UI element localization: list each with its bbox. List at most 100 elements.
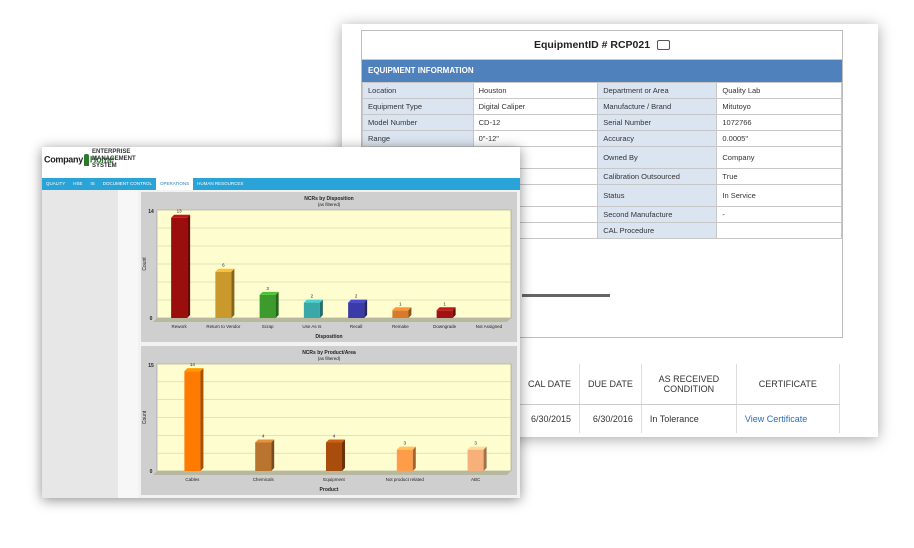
value-cell: 0.0005"	[716, 130, 842, 147]
bar-side	[408, 307, 412, 318]
bar-top	[467, 446, 487, 450]
bar-top	[259, 291, 279, 295]
bar	[215, 271, 232, 318]
chart-subtitle: (as filtered)	[318, 202, 341, 207]
printer-icon[interactable]	[657, 40, 671, 51]
tab-operations[interactable]: OPERATIONS	[155, 178, 194, 190]
ems-window: Company Home ENTERPRISE MANAGEMENT SYSTEM…	[42, 147, 520, 498]
label-cell: CAL Procedure	[597, 222, 718, 239]
bar	[259, 294, 276, 318]
main-nav: QUALITY HSE IS DOCUMENT CONTROL OPERATIO…	[42, 178, 520, 190]
bar-side	[187, 214, 191, 318]
x-tick-label: Not Assigned	[476, 324, 503, 329]
header-certificate: CERTIFICATE	[736, 364, 840, 405]
value-cell: 0"-12"	[472, 130, 599, 147]
data-label: 3	[266, 286, 269, 291]
view-certificate-link[interactable]: View Certificate	[744, 414, 808, 424]
bar-side	[271, 439, 275, 471]
table-row: Range 0"-12" Accuracy 0.0005"	[362, 130, 842, 147]
system-name: ENTERPRISE MANAGEMENT SYSTEM	[92, 149, 136, 170]
x-tick-label: Downgrade	[433, 324, 457, 329]
disposition-chart-panel: NCRs by Disposition (as filtered) 14 0 Count…	[141, 192, 517, 342]
data-label: 1	[443, 301, 446, 306]
tab-is[interactable]: IS	[90, 181, 95, 186]
data-label: 2	[311, 294, 314, 299]
header-due-date: DUE DATE	[579, 364, 642, 405]
certificate-cell: View Certificate	[736, 404, 840, 433]
bar	[171, 217, 188, 318]
product-chart: NCRs by Product/Area(as filtered) 15 0 Coun…	[142, 350, 512, 493]
bar	[255, 442, 272, 471]
value-cell: 1072766	[716, 114, 842, 131]
tab-quality[interactable]: QUALITY	[46, 181, 66, 186]
label-cell: Accuracy	[597, 130, 718, 147]
label-cell: Status	[597, 184, 718, 207]
calibration-table: CAL DATE DUE DATE AS RECEIVED CONDITION …	[520, 364, 840, 433]
value-cell: Mitutoyo	[716, 98, 842, 115]
tab-document-control[interactable]: DOCUMENT CONTROL	[102, 181, 152, 186]
label-cell: Serial Number	[597, 114, 718, 131]
bar-side	[275, 291, 279, 318]
y-tick-label: 0	[150, 316, 153, 322]
sidebar	[42, 190, 118, 498]
bar-top	[436, 307, 456, 311]
bar-top	[396, 446, 416, 450]
tab-human-resources[interactable]: HUMAN RESOURCES	[197, 181, 244, 186]
sidebar-gutter	[118, 190, 138, 498]
label-cell: Equipment Type	[362, 98, 474, 115]
x-axis-label: Disposition	[315, 334, 342, 340]
equipment-title: EquipmentID # RCP021	[362, 31, 842, 60]
chart-title: NCRs by Product/Area	[302, 350, 356, 356]
label-cell: Model Number	[362, 114, 474, 131]
y-axis-label: Count	[142, 257, 148, 271]
y-tick-label: 0	[150, 469, 153, 475]
tab-hse[interactable]: HSE	[73, 181, 83, 186]
bar-top	[255, 439, 275, 443]
label-cell: Second Manufacture	[597, 206, 718, 223]
table-row: Model Number CD-12 Serial Number 1072766	[362, 114, 842, 131]
y-axis-label: Count	[142, 410, 148, 424]
header-cal-date: CAL DATE	[520, 364, 581, 405]
plot-floor	[153, 471, 511, 475]
data-label: 4	[333, 433, 336, 438]
due-date-cell: 6/30/2016	[579, 404, 642, 433]
label-cell: Calibration Outsourced	[597, 168, 718, 185]
equipment-title-text: EquipmentID # RCP021	[533, 39, 651, 51]
bar	[436, 310, 453, 318]
bar-side	[319, 299, 323, 318]
table-row: 6/30/2015 6/30/2016 In Tolerance View Ce…	[520, 404, 840, 433]
value-cell: True	[716, 168, 842, 185]
bar-side	[412, 446, 416, 471]
company-logo[interactable]: Company Home	[44, 154, 114, 166]
x-tick-label: Rework	[171, 324, 187, 329]
bar	[326, 442, 342, 471]
ems-header: Company Home ENTERPRISE MANAGEMENT SYSTEM	[42, 147, 520, 178]
bar-top	[326, 439, 345, 443]
data-label: 1	[399, 301, 402, 306]
value-cell: Houston	[472, 82, 599, 99]
bar-side	[483, 446, 487, 471]
bar-side	[231, 268, 235, 318]
value-cell: In Service	[716, 184, 842, 207]
y-tick-label: 15	[148, 363, 154, 369]
bar	[303, 302, 320, 318]
bar-side	[364, 299, 368, 318]
value-cell: Quality Lab	[716, 82, 842, 99]
data-label: 6	[222, 263, 225, 268]
bar	[184, 371, 201, 471]
x-tick-label: Remake	[392, 324, 409, 329]
label-cell: Owned By	[597, 146, 718, 169]
person-icon	[83, 154, 89, 166]
condition-cell: In Tolerance	[641, 404, 737, 433]
x-tick-label: Recall	[350, 324, 363, 329]
x-tick-label: Chemicals	[253, 477, 275, 482]
section-header: EQUIPMENT INFORMATION	[362, 60, 842, 82]
bar	[348, 302, 365, 318]
bar	[396, 449, 413, 471]
label-cell: Department or Area	[597, 82, 718, 99]
table-row: Location Houston Department or Area Quality…	[362, 82, 842, 99]
bar-side	[342, 439, 345, 471]
disposition-chart: NCRs by Disposition(as filtered) 14 0 Count…	[142, 196, 512, 340]
data-label: 13	[177, 209, 183, 214]
x-tick-label: Return to Vendor	[206, 324, 241, 329]
